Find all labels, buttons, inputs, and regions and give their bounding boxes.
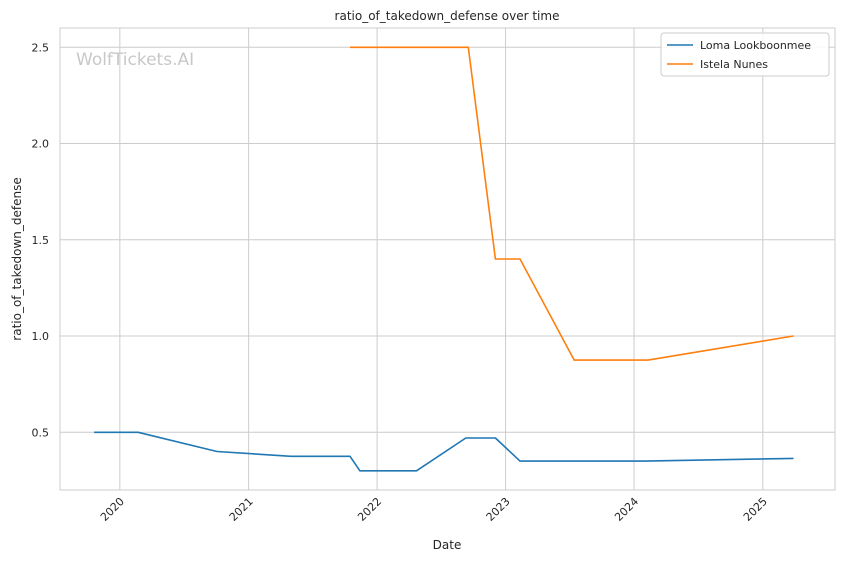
y-tick-label: 2.0 (32, 138, 50, 151)
series-line-1 (350, 46, 794, 361)
x-tick-label: 2023 (484, 495, 513, 524)
grid (60, 28, 835, 490)
x-tick-label: 2020 (98, 495, 127, 524)
chart-title: ratio_of_takedown_defense over time (335, 9, 560, 23)
y-tick-label: 1.5 (32, 234, 50, 247)
y-axis-title: ratio_of_takedown_defense (10, 177, 24, 340)
series-layer (94, 46, 794, 472)
legend: Loma Lookboonmee Istela Nunes (660, 32, 830, 77)
legend-label-istela: Istela Nunes (700, 58, 768, 71)
x-tick-label: 2022 (355, 495, 384, 524)
y-tick-label: 0.5 (32, 426, 50, 439)
x-tick-label: 2024 (612, 495, 641, 524)
plot-area (59, 27, 836, 491)
series-line-0 (94, 431, 794, 472)
x-axis-title: Date (433, 538, 462, 552)
y-tick-label: 2.5 (32, 41, 50, 54)
y-axis-ticks: 0.5 1.0 1.5 2.0 2.5 (32, 41, 50, 439)
x-tick-label: 2025 (741, 495, 770, 524)
watermark: WolfTickets.AI (76, 50, 194, 70)
legend-box (660, 32, 830, 77)
x-axis-ticks: 2020 2021 2022 2023 2024 2025 (98, 495, 770, 524)
legend-label-loma: Loma Lookboonmee (700, 39, 811, 52)
x-tick-label: 2021 (227, 495, 256, 524)
y-tick-label: 1.0 (32, 330, 50, 343)
